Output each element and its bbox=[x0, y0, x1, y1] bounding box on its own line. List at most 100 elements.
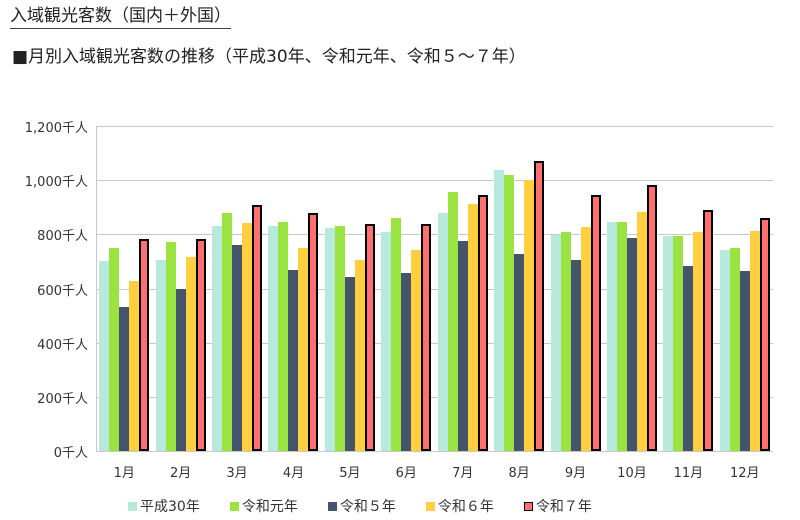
y-tick-label: 1,200千人 bbox=[24, 121, 88, 136]
bar bbox=[534, 160, 545, 451]
bar bbox=[447, 191, 458, 451]
bar bbox=[494, 170, 505, 451]
bar bbox=[626, 238, 637, 451]
legend-label: 平成30年 bbox=[140, 499, 200, 515]
chart-legend: 平成30年 令和元年 令和５年 令和６年 令和７年 bbox=[128, 496, 622, 516]
legend-label: 令和元年 bbox=[241, 499, 298, 515]
x-tick-label: 1月 bbox=[113, 466, 135, 481]
bar bbox=[703, 209, 714, 451]
bar bbox=[401, 272, 412, 451]
bar bbox=[437, 212, 448, 451]
bar bbox=[739, 271, 750, 451]
x-tick-label: 2月 bbox=[169, 466, 192, 481]
x-tick-label: 9月 bbox=[564, 466, 587, 481]
bar bbox=[467, 203, 478, 451]
bar bbox=[364, 223, 375, 451]
x-tick-label: 3月 bbox=[226, 466, 248, 481]
legend-swatch-icon bbox=[128, 501, 137, 511]
bar bbox=[212, 225, 223, 451]
bar bbox=[222, 212, 233, 451]
bar bbox=[504, 175, 515, 451]
bar bbox=[616, 221, 627, 451]
x-tick-label: 11月 bbox=[673, 466, 704, 481]
bar bbox=[514, 254, 525, 451]
bar bbox=[185, 257, 196, 451]
bar bbox=[139, 239, 150, 451]
legend-swatch-icon bbox=[327, 501, 337, 511]
gridline bbox=[96, 234, 773, 235]
legend-item: 令和５年 bbox=[327, 496, 396, 516]
x-tick-label: 8月 bbox=[508, 466, 530, 481]
legend-swatch-icon bbox=[229, 501, 239, 511]
y-tick-label: 600千人 bbox=[37, 283, 88, 299]
bar bbox=[560, 232, 571, 451]
gridline bbox=[96, 451, 773, 452]
bar bbox=[606, 221, 617, 451]
bar bbox=[477, 194, 488, 451]
bar bbox=[195, 239, 206, 451]
bar bbox=[288, 270, 299, 451]
bar bbox=[759, 218, 770, 451]
y-axis-line bbox=[96, 126, 97, 451]
bar bbox=[663, 235, 674, 451]
legend-item: 令和７年 bbox=[523, 496, 592, 516]
legend-swatch-icon bbox=[425, 501, 435, 511]
bar bbox=[308, 212, 319, 451]
bar bbox=[636, 211, 647, 451]
legend-label: 令和７年 bbox=[535, 499, 592, 515]
bar bbox=[749, 230, 760, 451]
bar bbox=[324, 227, 335, 451]
bar bbox=[719, 249, 730, 451]
bar bbox=[354, 259, 365, 451]
x-tick-label: 5月 bbox=[339, 466, 361, 481]
x-tick-label: 12月 bbox=[730, 466, 760, 481]
bar bbox=[580, 226, 591, 451]
bar bbox=[109, 247, 120, 451]
legend-label: 令和５年 bbox=[339, 499, 396, 515]
bar bbox=[457, 240, 468, 451]
y-tick-label: 200千人 bbox=[37, 391, 88, 407]
y-tick-label: 800千人 bbox=[37, 229, 88, 245]
x-tick-label: 10月 bbox=[617, 466, 647, 481]
bar bbox=[646, 184, 657, 451]
legend-label: 令和６年 bbox=[437, 499, 494, 515]
bar bbox=[550, 235, 561, 451]
bar bbox=[421, 223, 432, 451]
gridline bbox=[96, 343, 773, 344]
y-tick-label: 400千人 bbox=[37, 337, 88, 353]
bar bbox=[729, 247, 740, 451]
bar bbox=[232, 244, 243, 451]
bar bbox=[381, 232, 392, 451]
bar bbox=[268, 226, 279, 451]
x-tick-label: 7月 bbox=[452, 466, 474, 481]
bar bbox=[524, 180, 535, 451]
y-tick-label: 1,000千人 bbox=[24, 175, 88, 191]
bar bbox=[252, 204, 263, 451]
x-tick-label: 6月 bbox=[395, 466, 417, 481]
gridline bbox=[96, 126, 773, 127]
bar bbox=[99, 261, 110, 451]
bar bbox=[570, 259, 581, 451]
gridline bbox=[96, 289, 773, 290]
bar bbox=[590, 194, 601, 451]
bar bbox=[155, 259, 166, 451]
bar bbox=[165, 242, 176, 451]
bar bbox=[129, 281, 140, 451]
bar bbox=[175, 289, 186, 451]
legend-item: 令和元年 bbox=[229, 496, 298, 516]
bar bbox=[673, 235, 684, 451]
bar bbox=[391, 217, 402, 451]
bar bbox=[278, 221, 289, 451]
bar bbox=[683, 265, 694, 451]
bar bbox=[242, 222, 253, 451]
chart-subtitle: ■月別入域観光客数の推移（平成30年、令和元年、令和５～７年） bbox=[12, 47, 526, 67]
bar bbox=[344, 277, 355, 451]
page-title: 入域観光客数（国内＋外国） bbox=[10, 5, 231, 29]
bar bbox=[119, 307, 130, 451]
gridline bbox=[96, 397, 773, 398]
gridline bbox=[96, 180, 773, 181]
bar bbox=[334, 225, 345, 451]
bar bbox=[693, 232, 704, 451]
legend-swatch-icon bbox=[523, 501, 533, 511]
